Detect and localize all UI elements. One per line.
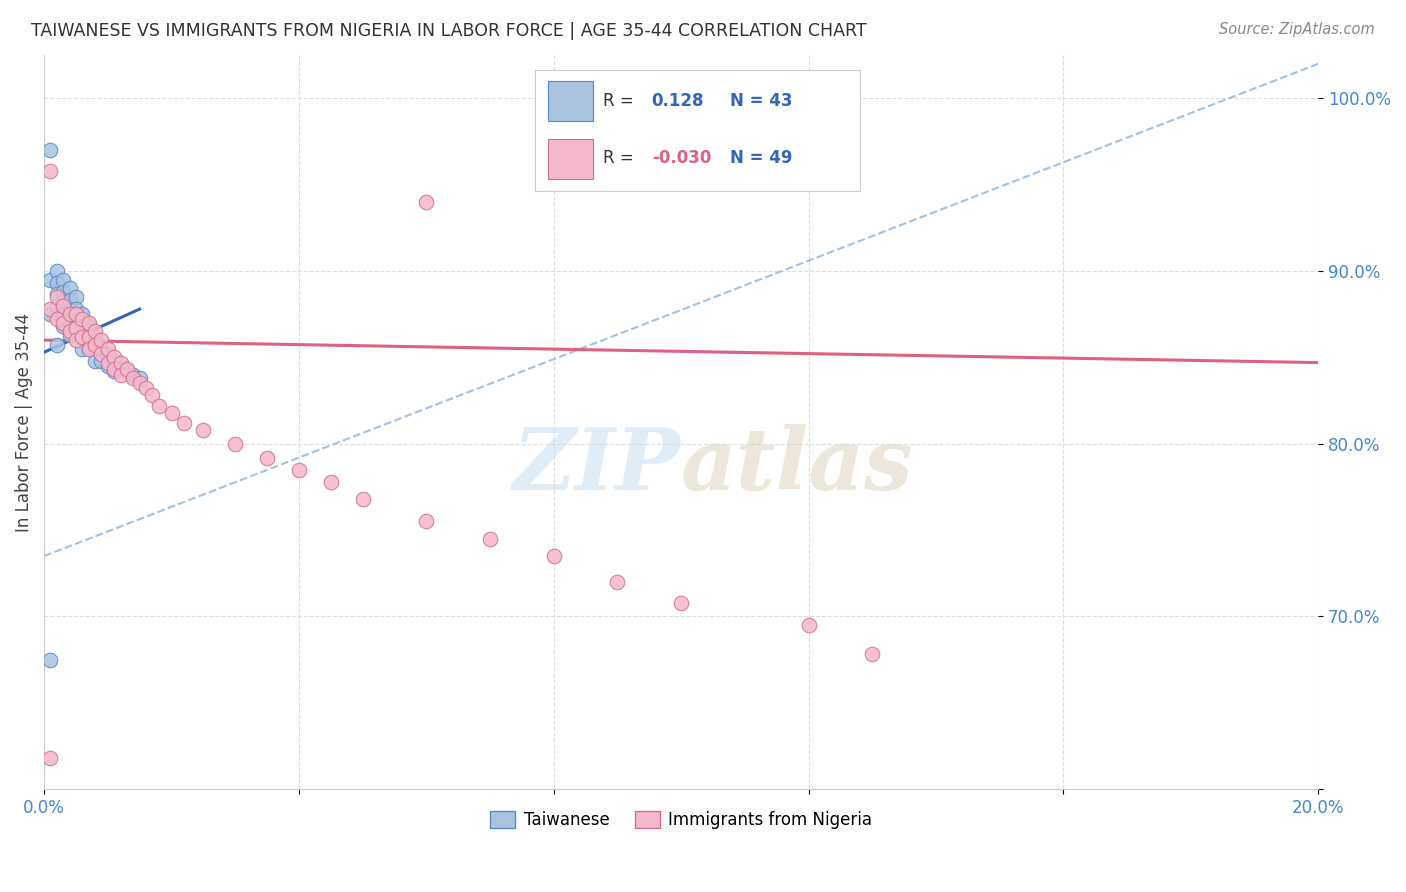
Point (90, 347, 112, 361)
Point (115, 364, 138, 378)
Point (97, 347, 120, 361)
Point (110, 355, 132, 369)
Point (52, 285, 75, 299)
Text: ZIP: ZIP (513, 425, 681, 508)
Point (39, 301, 62, 316)
Point (860, 648, 883, 662)
Point (128, 371, 150, 385)
Point (65, 321, 87, 335)
Point (39, 143, 62, 157)
Point (58, 303, 80, 318)
Point (45, 276, 67, 290)
Point (797, 618, 820, 632)
Point (65, 333, 87, 347)
Point (90, 354, 112, 368)
Point (45, 286, 67, 301)
Point (84, 354, 107, 368)
Point (58, 293, 80, 308)
Point (97, 355, 120, 369)
Point (77, 329, 100, 343)
Point (52, 295, 75, 310)
Point (160, 406, 183, 420)
Point (128, 376, 150, 391)
Point (479, 532, 502, 546)
Point (72, 319, 94, 334)
Point (669, 596, 692, 610)
Point (122, 368, 145, 382)
Point (122, 371, 145, 385)
Point (72, 329, 94, 343)
Point (103, 364, 125, 378)
Point (39, 653, 62, 667)
Point (65, 290, 87, 304)
Point (65, 312, 87, 326)
Point (52, 319, 75, 334)
Point (193, 423, 215, 437)
Point (90, 333, 112, 347)
Text: Source: ZipAtlas.com: Source: ZipAtlas.com (1219, 22, 1375, 37)
Point (256, 450, 278, 465)
Point (135, 382, 157, 396)
Point (77, 316, 100, 330)
Point (77, 319, 100, 334)
Text: atlas: atlas (681, 425, 914, 508)
Point (288, 463, 311, 477)
Point (110, 359, 132, 373)
Point (415, 194, 437, 209)
Point (77, 342, 100, 356)
Point (84, 325, 107, 339)
Point (65, 301, 87, 316)
Point (84, 342, 107, 356)
Point (72, 329, 94, 343)
Point (352, 491, 374, 506)
Point (45, 299, 67, 313)
Point (52, 316, 75, 330)
Point (39, 307, 62, 321)
Point (103, 351, 125, 365)
Point (52, 273, 75, 287)
Point (39, 164, 62, 178)
Point (72, 307, 94, 321)
Point (77, 342, 100, 356)
Point (45, 338, 67, 352)
Point (72, 312, 94, 326)
Point (110, 368, 132, 382)
Point (97, 359, 120, 373)
Point (45, 264, 67, 278)
Legend: Taiwanese, Immigrants from Nigeria: Taiwanese, Immigrants from Nigeria (484, 805, 879, 836)
Text: TAIWANESE VS IMMIGRANTS FROM NIGERIA IN LABOR FORCE | AGE 35-44 CORRELATION CHAR: TAIWANESE VS IMMIGRANTS FROM NIGERIA IN … (31, 22, 866, 40)
Point (148, 399, 170, 413)
Point (39, 273, 62, 287)
Point (39, 751, 62, 765)
Point (224, 437, 246, 451)
Y-axis label: In Labor Force | Age 35-44: In Labor Force | Age 35-44 (15, 312, 32, 532)
Point (52, 299, 75, 313)
Point (415, 515, 437, 529)
Point (103, 362, 125, 376)
Point (58, 325, 80, 339)
Point (58, 328, 80, 343)
Point (115, 362, 138, 376)
Point (77, 329, 100, 343)
Point (84, 338, 107, 352)
Point (90, 342, 112, 356)
Point (58, 316, 80, 330)
Point (319, 475, 342, 489)
Point (84, 329, 107, 343)
Point (173, 416, 195, 430)
Point (45, 290, 67, 304)
Point (97, 342, 120, 356)
Point (52, 307, 75, 321)
Point (65, 307, 87, 321)
Point (606, 574, 628, 589)
Point (65, 325, 87, 339)
Point (141, 388, 163, 402)
Point (72, 342, 94, 356)
Point (103, 354, 125, 368)
Point (45, 312, 67, 326)
Point (543, 549, 565, 563)
Point (58, 281, 80, 295)
Point (58, 307, 80, 321)
